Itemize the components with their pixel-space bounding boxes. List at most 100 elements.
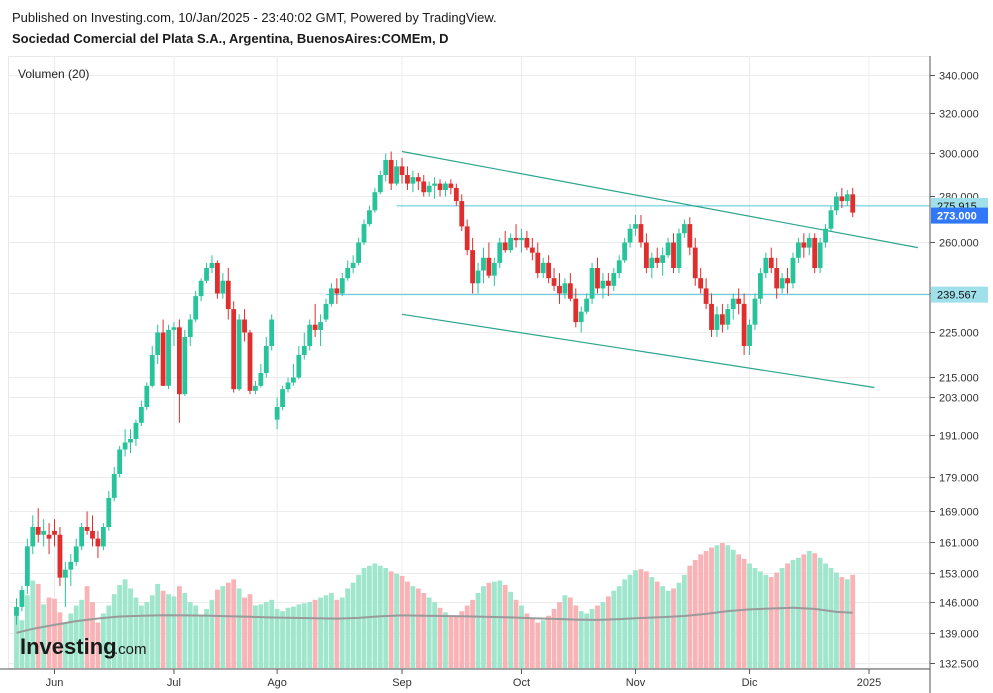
- candle: [736, 288, 742, 315]
- candle: [253, 380, 258, 395]
- candle: [513, 224, 519, 248]
- candle: [329, 283, 334, 307]
- volume-bar: [356, 574, 361, 668]
- candle-body: [557, 285, 562, 294]
- candle: [19, 585, 25, 612]
- volume-bar: [73, 605, 79, 668]
- volume-bar: [247, 594, 253, 668]
- line-price-tag: 239.567: [931, 286, 988, 303]
- candle: [323, 298, 329, 323]
- candle-body: [834, 196, 839, 211]
- volume-bar: [774, 572, 780, 668]
- trendline: [401, 313, 875, 389]
- candle: [844, 190, 850, 206]
- x-tick-label: 2025: [857, 677, 881, 689]
- last-price-tag: 273.000: [931, 207, 988, 224]
- volume-bar: [752, 568, 758, 668]
- candle: [595, 257, 600, 294]
- candle: [236, 314, 242, 391]
- volume-bar: [421, 593, 427, 668]
- candle: [491, 257, 497, 286]
- candle-body: [524, 237, 530, 248]
- candle: [443, 181, 448, 197]
- candle-body: [535, 252, 541, 274]
- candle: [367, 205, 372, 227]
- candle-body: [155, 332, 161, 355]
- candle-body: [122, 442, 128, 450]
- candle-body: [844, 194, 850, 202]
- candle: [231, 301, 237, 393]
- volume-label: Volumen (20): [18, 67, 89, 81]
- volume-bar: [709, 547, 714, 668]
- candle-body: [823, 228, 828, 243]
- candle: [676, 228, 682, 274]
- x-tick-label: Nov: [626, 677, 646, 689]
- candle-body: [35, 527, 41, 535]
- candle-body: [24, 546, 30, 586]
- trendline: [401, 150, 918, 249]
- candle-body: [41, 530, 47, 535]
- price-tag-label: 273.000: [937, 211, 977, 223]
- volume-bar: [578, 611, 584, 668]
- candle-body: [687, 224, 693, 248]
- candle: [448, 179, 454, 195]
- logo-main: Investing: [20, 634, 117, 659]
- volume-bar: [491, 581, 497, 668]
- candle-body: [166, 329, 171, 386]
- candle-body: [57, 534, 63, 578]
- candle-body: [106, 497, 112, 527]
- volume-bar: [149, 595, 155, 668]
- candle: [312, 303, 318, 337]
- volume-bar: [747, 563, 752, 668]
- candle-body: [573, 298, 579, 323]
- candle: [405, 166, 410, 191]
- candle: [149, 346, 155, 388]
- candle: [453, 183, 459, 206]
- candle-body: [68, 561, 74, 570]
- horizontal-lines: [326, 205, 930, 296]
- volume-bar: [334, 599, 340, 668]
- volume-bar: [166, 594, 171, 668]
- candle-body: [481, 257, 486, 271]
- volume-bar: [90, 602, 95, 668]
- candle-body: [448, 183, 454, 188]
- candle-body: [339, 278, 345, 294]
- candle: [220, 273, 226, 299]
- volume-bar: [171, 596, 177, 668]
- volume-bars: [14, 543, 856, 668]
- candle: [242, 309, 247, 342]
- volume-bar: [850, 574, 856, 668]
- volume-ma-polyline: [16, 606, 853, 634]
- candle: [654, 247, 660, 268]
- y-tick-label: 300.000: [939, 149, 979, 161]
- candle-body: [529, 247, 535, 253]
- candle: [84, 511, 90, 535]
- candle: [187, 314, 193, 346]
- volume-bar: [589, 608, 595, 668]
- candle: [709, 293, 714, 337]
- candle: [486, 242, 492, 279]
- volume-bar: [584, 613, 590, 668]
- volume-bar: [513, 599, 519, 668]
- candle: [535, 242, 541, 279]
- candle: [35, 508, 41, 543]
- candle: [14, 598, 19, 625]
- volume-bar: [263, 602, 269, 668]
- y-tick-label: 320.000: [939, 109, 979, 121]
- candle-body: [779, 278, 785, 289]
- candle: [557, 273, 562, 304]
- candle: [356, 237, 361, 266]
- candle: [758, 268, 763, 304]
- candle-body: [176, 327, 182, 395]
- candle: [546, 255, 552, 284]
- candle: [687, 217, 693, 256]
- candle-body: [616, 260, 622, 274]
- price-chart[interactable]: 340.000320.000300.000280.000260.000240.0…: [0, 56, 993, 693]
- trendlines: [401, 150, 918, 389]
- volume-bar: [274, 608, 280, 668]
- price-tag-label: 239.567: [937, 290, 977, 302]
- volume-bar: [725, 545, 731, 668]
- volume-bar: [529, 618, 535, 668]
- candle: [198, 278, 204, 302]
